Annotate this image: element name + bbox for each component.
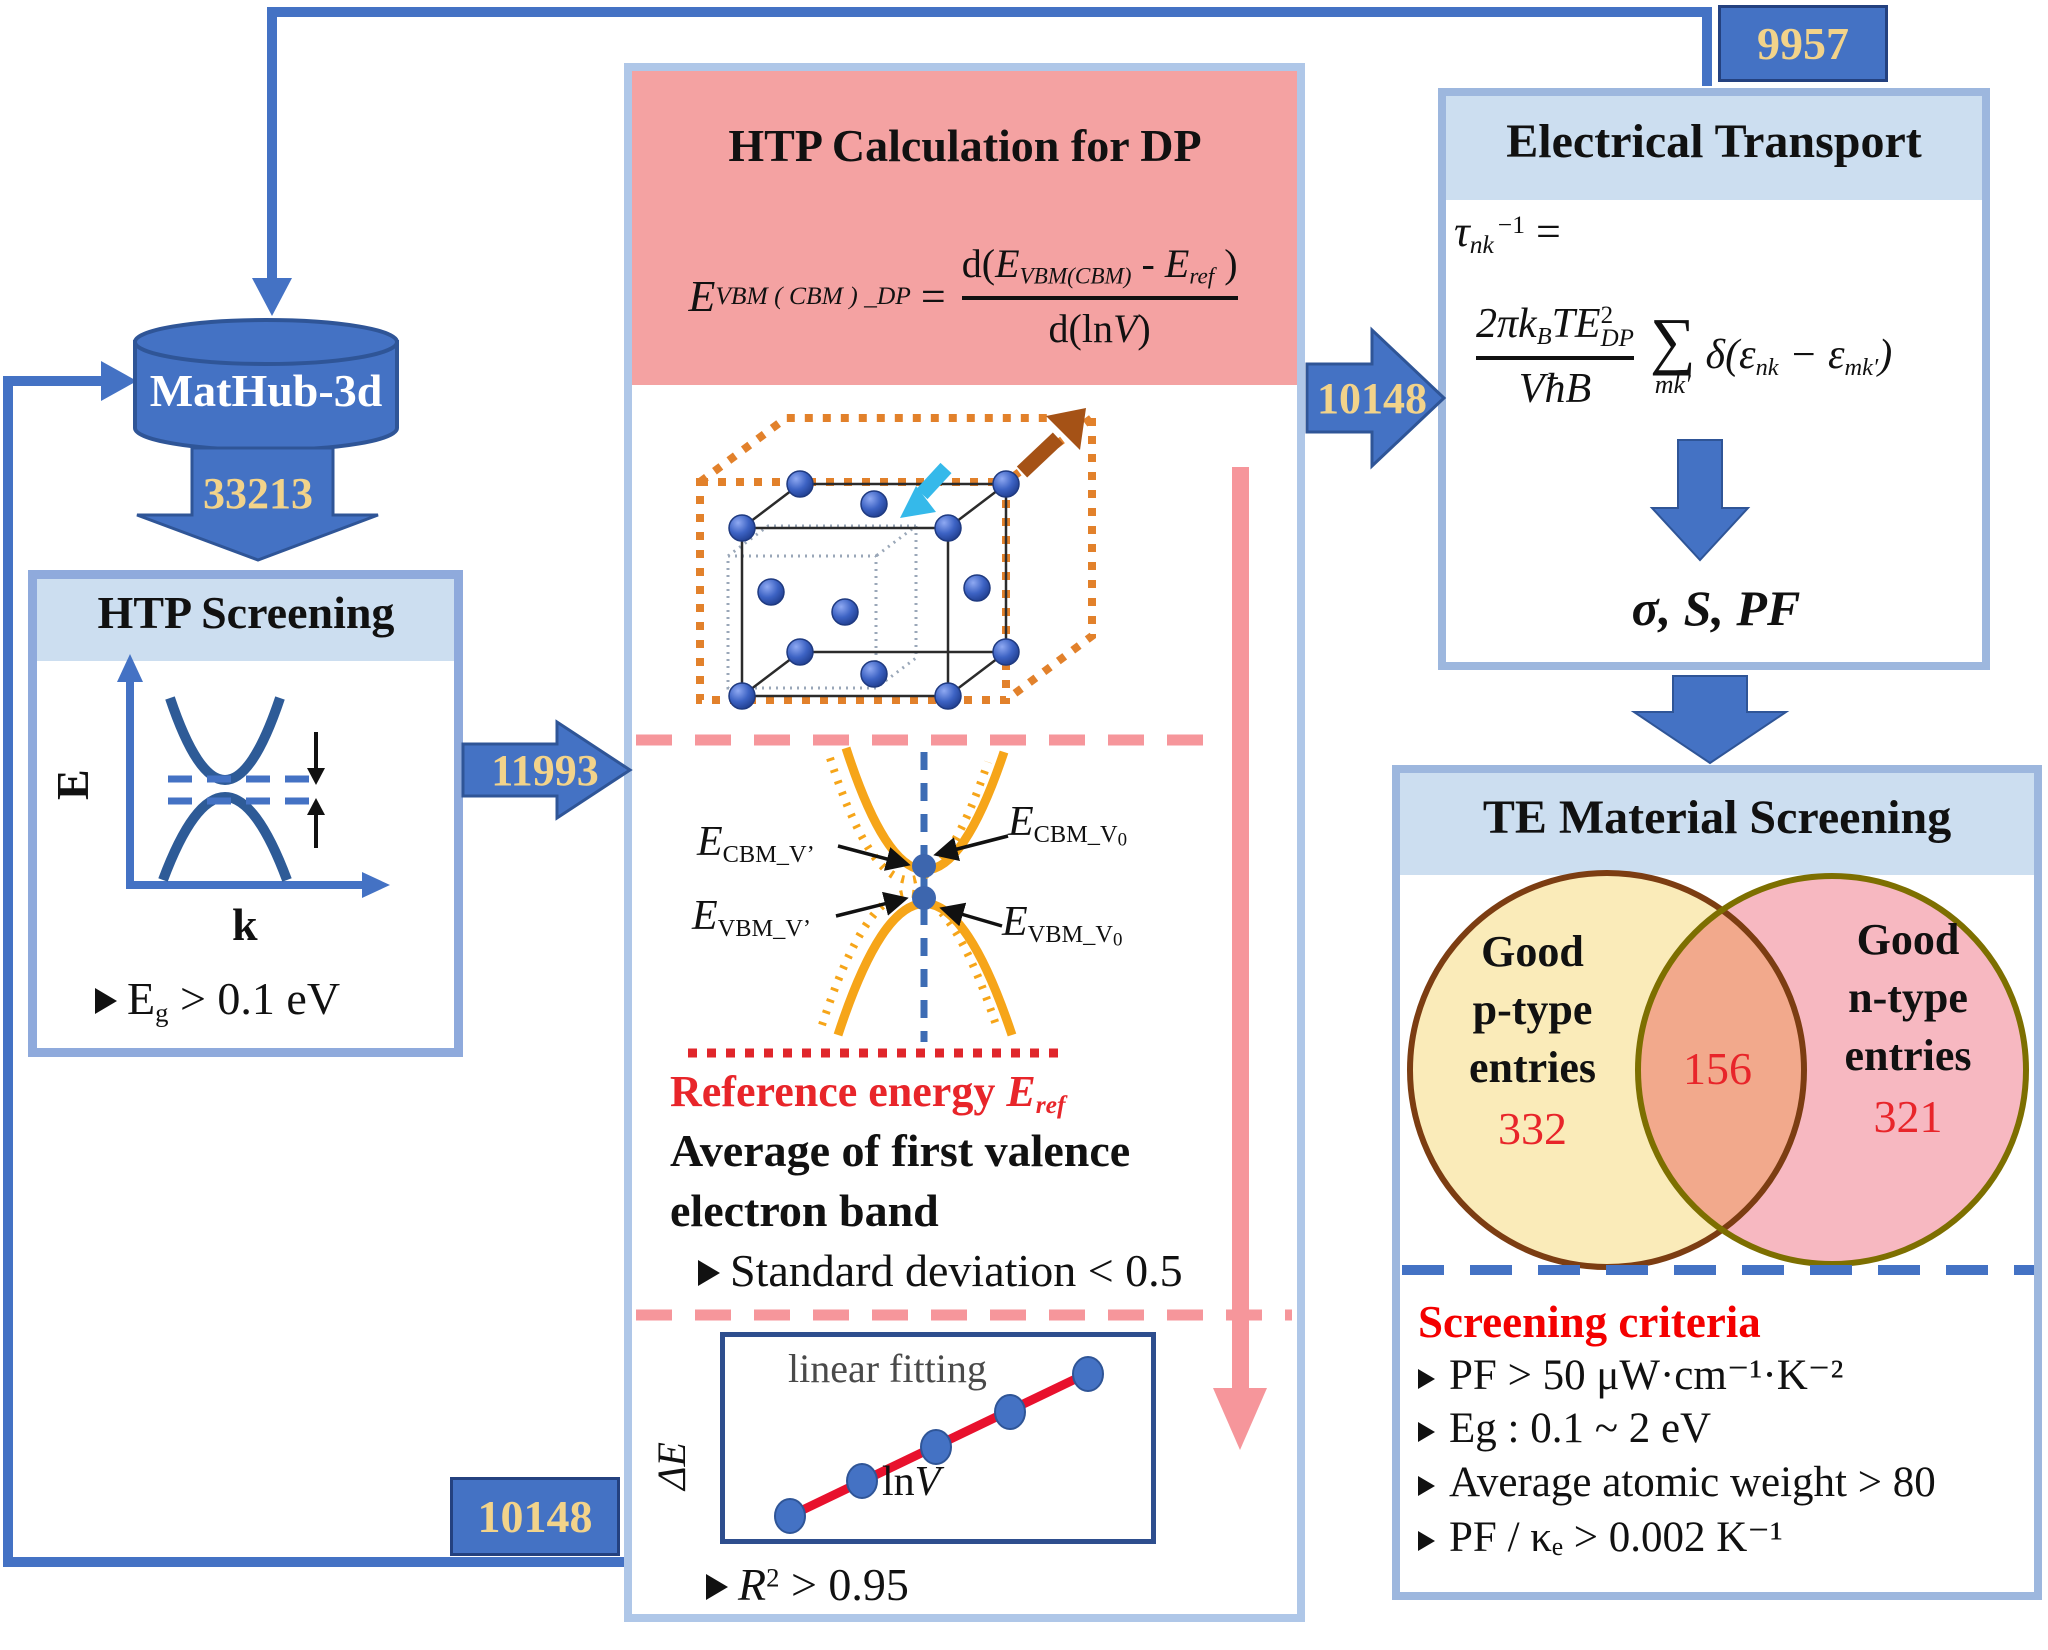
venn-p-line1: Good (1481, 926, 1584, 976)
delta-e-axis-label: ΔE (649, 1442, 694, 1490)
te-screening-header (1400, 773, 2034, 875)
dp-calculation-header (632, 71, 1297, 385)
htp-screening-title: HTP Screening (97, 586, 395, 638)
venn-p-line3: entries (1468, 1042, 1597, 1092)
reference-energy-label: Reference energy Eref (670, 1067, 1066, 1120)
count-10148-mid: 10148 (1317, 373, 1427, 423)
r2-criterion: R2 > 0.95 (706, 1558, 909, 1611)
venn-n-line2: n-type (1848, 972, 1968, 1022)
criterion-weight: Average atomic weight > 80 (1418, 1458, 1936, 1507)
arrowhead-bullet-icon (698, 1260, 720, 1286)
dp-calculation-title: HTP Calculation for DP (728, 119, 1202, 171)
criterion-pf: PF > 50 μW·cm⁻¹·K⁻² (1418, 1350, 1843, 1400)
label-ecbm-vprime: ECBM_V’ (697, 819, 815, 868)
electrical-transport-header (1446, 96, 1982, 200)
arrowhead-bullet-icon (1418, 1476, 1435, 1496)
down-arrowhead-icon (252, 278, 292, 316)
arrowhead-bullet-icon (706, 1574, 728, 1600)
std-criterion: Standard deviation < 0.5 (698, 1244, 1183, 1297)
transport-outputs-label: σ, S, PF (1631, 580, 1801, 636)
linear-fitting-label: linear fitting (788, 1346, 987, 1391)
venn-p-count: 332 (1498, 1102, 1567, 1154)
count-badge-9957: 9957 (1718, 5, 1888, 82)
screening-criteria-title: Screening criteria (1418, 1297, 1761, 1347)
venn-n-count: 321 (1873, 1090, 1943, 1142)
venn-n-line3: entries (1844, 1030, 1972, 1080)
eg-criterion: Eg > 0.1 eV (95, 972, 340, 1028)
count-11993: 11993 (491, 745, 599, 795)
average-line2: electron band (670, 1185, 939, 1236)
tau-formula-rhs: 2πkBTE 2 DP VħB ∑ mk′ δ(εnk − εmk′) (1476, 301, 1893, 412)
criterion-pf-ke: PF / κₑ > 0.002 K⁻¹ (1418, 1512, 1783, 1562)
arrowhead-bullet-icon (1418, 1422, 1435, 1442)
energy-axis-label: E (47, 769, 98, 800)
venn-n-line1: Good (1856, 914, 1960, 964)
lnv-axis-label: lnV (882, 1459, 941, 1505)
right-arrowhead-icon (101, 361, 137, 401)
tau-formula-lhs: τnk−1 = (1454, 207, 1561, 260)
venn-overlap-count: 156 (1683, 1042, 1752, 1094)
arrowhead-bullet-icon (95, 988, 117, 1014)
k-axis-label: k (232, 899, 258, 950)
count-9957: 9957 (1757, 18, 1849, 69)
htp-screening-header (37, 579, 454, 661)
arrowhead-bullet-icon (1418, 1369, 1435, 1389)
down-block-arrow-te (1630, 675, 1790, 765)
count-badge-10148-bottom: 10148 (450, 1477, 620, 1556)
count-33213: 33213 (203, 468, 313, 518)
criterion-eg: Eg : 0.1 ~ 2 eV (1418, 1404, 1711, 1453)
dp-formula: E VBM ( CBM ) _DP = d(EVBM(CBM) - Eref ) … (688, 241, 1238, 351)
arrowhead-bullet-icon (1418, 1531, 1435, 1551)
label-evbm-vprime: EVBM_V’ (692, 893, 812, 942)
venn-p-line2: p-type (1472, 984, 1593, 1034)
average-line1: Average of first valence (670, 1125, 1131, 1176)
te-screening-title: TE Material Screening (1482, 790, 1952, 844)
count-10148-bottom: 10148 (477, 1491, 593, 1542)
electrical-transport-title: Electrical Transport (1506, 114, 1922, 168)
label-ecbm-v0: ECBM_V0 (1008, 799, 1128, 851)
label-evbm-v0: EVBM_V0 (1002, 899, 1123, 951)
database-label: MatHub-3d (149, 364, 383, 416)
